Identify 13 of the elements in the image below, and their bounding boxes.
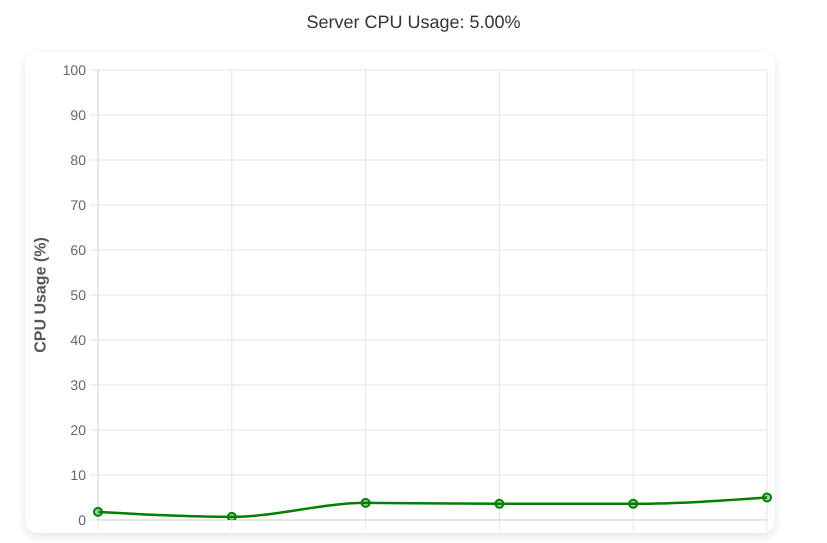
y-tick-label: 50 bbox=[70, 286, 86, 303]
y-tick-label: 10 bbox=[70, 466, 86, 483]
y-tick-label: 70 bbox=[70, 196, 86, 213]
y-tick-label: 20 bbox=[70, 422, 86, 438]
y-tick-label: 100 bbox=[62, 62, 86, 78]
y-tick-label: 80 bbox=[70, 152, 86, 168]
y-tick-label: 90 bbox=[70, 106, 86, 123]
chart-title: Server CPU Usage: 5.00% bbox=[305, 11, 522, 33]
y-axis-title: CPU Usage (%) bbox=[32, 237, 50, 353]
y-tick-label: 60 bbox=[70, 242, 86, 258]
y-tick-label: 40 bbox=[70, 332, 86, 348]
y-tick-label: 0 bbox=[78, 512, 86, 528]
y-tick-label: 30 bbox=[70, 376, 86, 393]
